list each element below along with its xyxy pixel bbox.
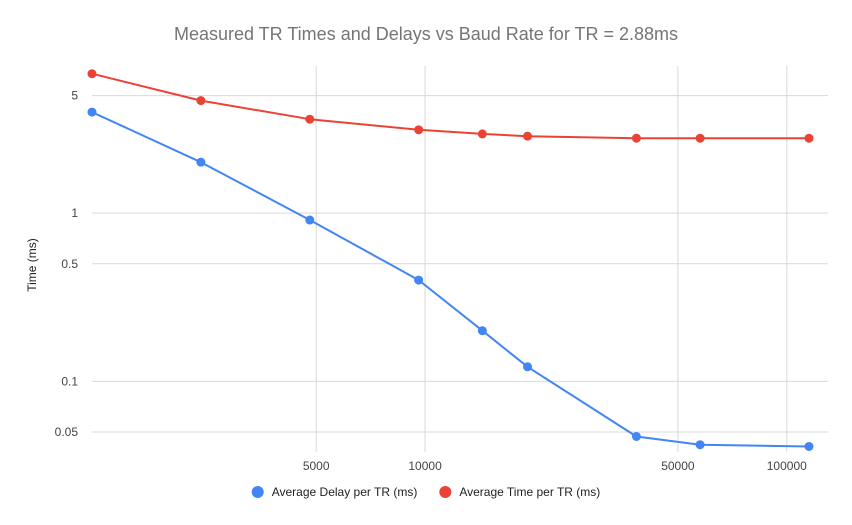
series-points: [87, 69, 814, 451]
x-tick-label: 10000: [408, 459, 442, 473]
y-tick-label: 1: [71, 206, 78, 220]
x-tick-label: 50000: [661, 459, 695, 473]
y-tick-label: 0.1: [61, 374, 78, 388]
legend-label: Average Time per TR (ms): [459, 485, 600, 499]
legend-marker: [251, 486, 264, 498]
data-point: [305, 114, 315, 124]
data-point: [414, 125, 424, 135]
data-point: [631, 133, 641, 143]
x-axis-ticks: 5000 10000 50000 100000: [303, 459, 807, 473]
x-tick-label: 100000: [767, 459, 807, 473]
data-point: [695, 133, 705, 143]
data-point: [523, 131, 533, 141]
data-point: [695, 440, 705, 450]
data-point: [477, 326, 487, 336]
y-tick-label: 0.05: [55, 425, 79, 439]
data-point: [196, 157, 206, 167]
chart-title: Measured TR Times and Delays vs Baud Rat…: [174, 24, 678, 44]
data-point: [87, 107, 97, 117]
data-point: [523, 362, 533, 372]
gridlines: [92, 66, 828, 452]
y-tick-label: 5: [71, 89, 78, 103]
legend-item-1: Average Delay per TR (ms): [251, 485, 418, 499]
legend-marker: [439, 486, 452, 498]
data-point: [414, 275, 424, 285]
data-point: [804, 133, 814, 143]
data-point: [631, 431, 641, 441]
y-tick-label: 0.5: [61, 257, 78, 271]
data-point: [804, 441, 814, 451]
y-axis-label: Time (ms): [25, 238, 39, 292]
data-point: [477, 129, 487, 139]
legend-item-2: Average Time per TR (ms): [439, 485, 600, 499]
data-point: [305, 215, 315, 225]
x-tick-label: 5000: [303, 459, 330, 473]
data-point: [196, 96, 206, 106]
data-point: [87, 69, 97, 79]
y-axis-ticks: 0.05 0.1 0.5 1 5: [55, 89, 79, 439]
legend-label: Average Delay per TR (ms): [272, 485, 418, 499]
legend: Average Delay per TR (ms) Average Time pe…: [251, 485, 600, 499]
